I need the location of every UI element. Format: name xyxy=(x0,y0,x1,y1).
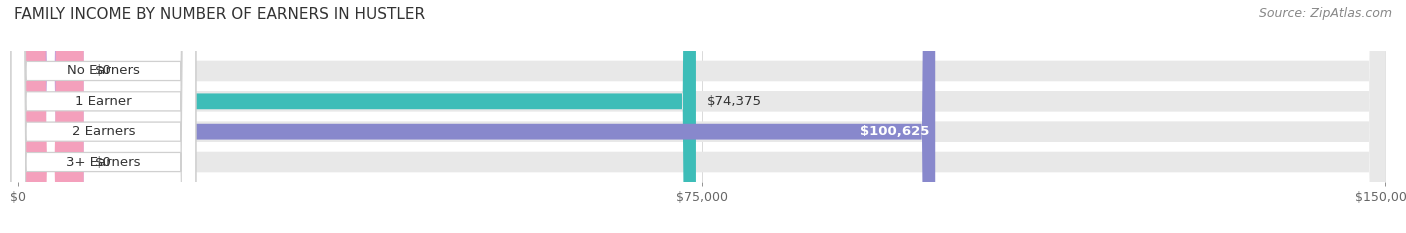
FancyBboxPatch shape xyxy=(11,0,195,233)
Text: No Earners: No Earners xyxy=(67,65,139,78)
FancyBboxPatch shape xyxy=(18,0,1385,233)
Text: FAMILY INCOME BY NUMBER OF EARNERS IN HUSTLER: FAMILY INCOME BY NUMBER OF EARNERS IN HU… xyxy=(14,7,425,22)
FancyBboxPatch shape xyxy=(18,0,83,233)
FancyBboxPatch shape xyxy=(18,0,1385,233)
FancyBboxPatch shape xyxy=(11,0,195,233)
FancyBboxPatch shape xyxy=(11,0,195,233)
Text: 1 Earner: 1 Earner xyxy=(75,95,132,108)
Text: $100,625: $100,625 xyxy=(860,125,929,138)
FancyBboxPatch shape xyxy=(18,0,1385,233)
FancyBboxPatch shape xyxy=(18,0,696,233)
Text: 3+ Earners: 3+ Earners xyxy=(66,155,141,168)
Text: Source: ZipAtlas.com: Source: ZipAtlas.com xyxy=(1258,7,1392,20)
FancyBboxPatch shape xyxy=(18,0,83,233)
Text: $74,375: $74,375 xyxy=(707,95,762,108)
Text: 2 Earners: 2 Earners xyxy=(72,125,135,138)
FancyBboxPatch shape xyxy=(11,0,195,233)
Text: $0: $0 xyxy=(94,65,111,78)
Text: $0: $0 xyxy=(94,155,111,168)
FancyBboxPatch shape xyxy=(18,0,935,233)
FancyBboxPatch shape xyxy=(18,0,1385,233)
